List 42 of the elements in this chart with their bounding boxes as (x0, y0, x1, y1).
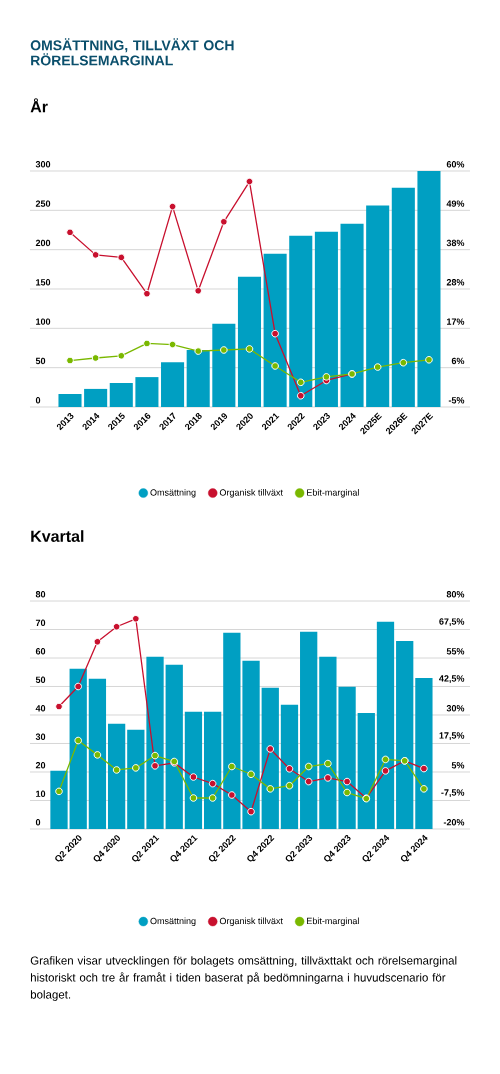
y-tick-label: 0 (35, 397, 41, 404)
y-tick-label: 100 (36, 318, 51, 325)
y2-tick-label: 6% (451, 357, 465, 365)
y2-tick-label: 5% (451, 762, 465, 769)
y-tick-label: 50 (35, 676, 46, 683)
y2-tick-label: 38% (446, 239, 465, 247)
y2-tick-label: 67,5% (439, 618, 465, 626)
chart-title: OMSÄTTNING, TILLVÄXT OCH RÖRELSEMARGINAL (30, 38, 234, 66)
y-tick-label: 300 (35, 161, 51, 168)
y2-tick-label: 80% (446, 591, 465, 598)
y-tick-label: 250 (35, 200, 51, 207)
y2-tick-label: 49% (446, 200, 465, 207)
y-tick-label: 0 (35, 819, 41, 826)
y-tick-label: 80 (35, 591, 46, 598)
y2-tick-label: 55% (446, 648, 465, 655)
y2-tick-label: 17,5% (439, 732, 465, 740)
y-tick-label: 70 (35, 619, 46, 626)
legend-label: Ebit-marginal (307, 917, 359, 926)
legend-label: Omsättning (150, 489, 196, 498)
y2-tick-label: -7,5% (441, 789, 465, 797)
y2-tick-label: 28% (446, 279, 465, 286)
y-tick-label: 50 (35, 357, 46, 365)
y2-tick-label: 17% (447, 318, 465, 325)
legend-label: Organisk tillväxt (219, 917, 283, 926)
legend-label: Organisk tillväxt (219, 489, 283, 498)
y2-tick-label: 30% (446, 705, 465, 712)
text: Grafiken visar utvecklingen för bolagets omsättning, tillväxttakt och rörelsemarginal historiskt och tre år framåt i tiden baserat på bedömningarna i huvudscenario för bolaget. (30, 956, 457, 1001)
y2-tick-label: 60% (446, 161, 465, 168)
y-tick-label: 150 (36, 279, 51, 286)
y-tick-label: 60 (35, 648, 46, 655)
y-tick-label: 30 (35, 733, 46, 740)
y-tick-label: 40 (35, 705, 46, 712)
chart-subtitle: År (30, 98, 48, 113)
y-tick-label: 200 (35, 239, 51, 247)
legend-label: Omsättning (150, 917, 196, 926)
y-tick-label: 10 (36, 790, 46, 797)
y-tick-label: 20 (35, 762, 46, 769)
chart-title: Kvartal (31, 530, 84, 542)
y2-tick-label: -20% (443, 819, 465, 826)
legend-label: Ebit-marginal (307, 489, 359, 498)
y2-tick-label: 42,5% (439, 675, 465, 683)
y2-tick-label: -5% (448, 397, 465, 404)
